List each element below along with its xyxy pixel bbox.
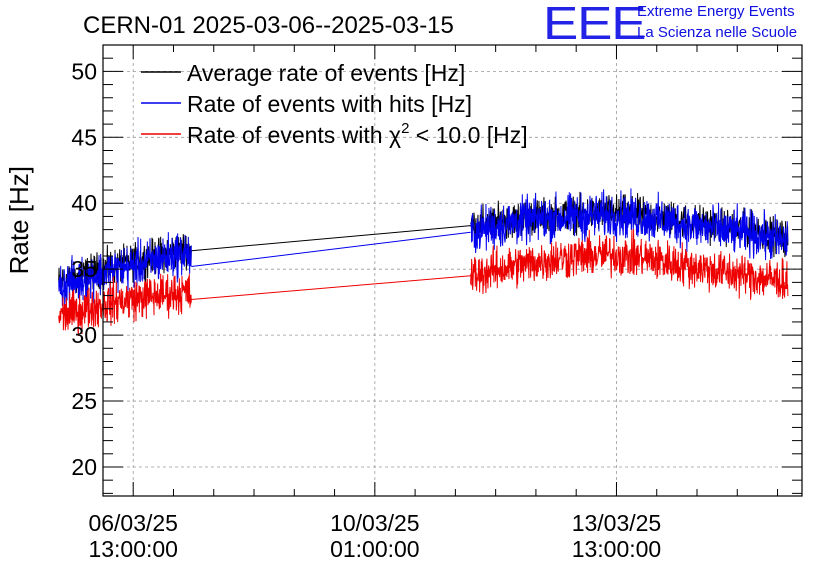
axis-ticks (103, 44, 802, 496)
x-tick-label-date: 06/03/25 (88, 510, 178, 536)
series-1-segment-0 (58, 232, 192, 309)
logo-line-2: La Scienza nelle Scuole (637, 24, 798, 41)
series-layer (58, 188, 789, 336)
series-2 (58, 229, 789, 336)
series-1-segment-2 (470, 188, 789, 261)
chart-title: CERN-01 2025-03-06--2025-03-15 (83, 12, 454, 39)
y-axis-label: Rate [Hz] (4, 166, 34, 274)
y-tick-label: 45 (71, 124, 97, 150)
y-tick-label: 20 (71, 454, 97, 480)
series-2-segment-0 (58, 273, 192, 336)
y-tick-label: 50 (71, 58, 97, 84)
x-tick-label-time: 13:00:00 (572, 536, 662, 562)
x-tick-label-date: 10/03/25 (330, 510, 420, 536)
y-tick-label: 30 (71, 322, 97, 348)
series-0-segment-1 (191, 225, 471, 252)
y-tick-label: 25 (71, 388, 97, 414)
series-1-segment-1 (191, 231, 471, 268)
legend-label-average: Average rate of events [Hz] (187, 60, 465, 86)
x-tick-label-time: 13:00:00 (88, 536, 178, 562)
legend: Average rate of events [Hz] Rate of even… (141, 60, 528, 148)
y-tick-label: 35 (71, 256, 97, 282)
tick-labels: 2025303540455006/03/2513:00:0010/03/2501… (71, 58, 661, 562)
series-2-segment-1 (191, 275, 471, 301)
x-tick-label-date: 13/03/25 (572, 510, 662, 536)
x-tick-label-time: 01:00:00 (330, 536, 420, 562)
series-2-segment-2 (470, 229, 789, 300)
plot-frame (102, 44, 803, 497)
legend-label-hits: Rate of events with hits [Hz] (187, 91, 472, 117)
logo-line-1: Extreme Energy Events (637, 3, 795, 20)
legend-label-chi2: Rate of events with χ2 < 10.0 [Hz] (187, 120, 528, 148)
series-1 (58, 188, 789, 309)
grid-lines (103, 45, 802, 496)
y-tick-label: 40 (71, 190, 97, 216)
eee-logo: EEE (543, 0, 647, 49)
